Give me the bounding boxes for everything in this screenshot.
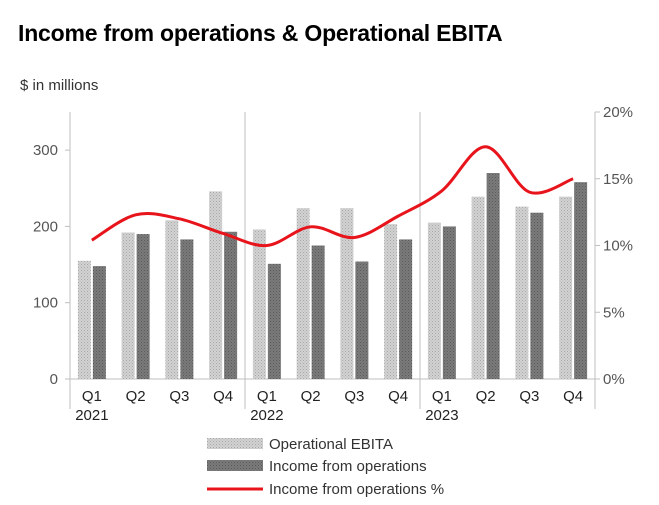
bar-operational-ebita <box>121 232 135 379</box>
bar-operational-ebita <box>515 206 529 379</box>
year-label: 2022 <box>250 407 283 424</box>
bar-operational-ebita <box>340 208 354 379</box>
bar-income-from-operations <box>224 231 238 379</box>
y-tick-label: 0 <box>50 371 58 388</box>
x-tick-label: Q4 <box>213 388 233 405</box>
legend-label: Income from operations % <box>269 481 444 498</box>
y2-tick-label: 10% <box>603 238 633 255</box>
bar-income-from-operations <box>530 212 544 379</box>
x-tick-label: Q4 <box>388 388 408 405</box>
x-tick-label: Q1 <box>257 388 277 405</box>
bar-income-from-operations <box>267 263 281 379</box>
bar-income-from-operations <box>486 173 500 379</box>
y2-tick-label: 15% <box>603 171 633 188</box>
bar-income-from-operations <box>399 239 413 379</box>
bar-income-from-operations <box>136 234 150 379</box>
bar-income-from-operations <box>355 261 369 379</box>
y2-tick-label: 0% <box>603 371 625 388</box>
y-tick-label: 100 <box>33 295 58 312</box>
bar-income-from-operations <box>180 239 194 379</box>
bar-operational-ebita <box>77 260 91 379</box>
legend-swatch-income-from-operations <box>207 460 263 471</box>
bar-income-from-operations <box>311 245 325 379</box>
x-tick-label: Q3 <box>344 388 364 405</box>
x-tick-label: Q1 <box>82 388 102 405</box>
unit-label: $ in millions <box>20 77 99 94</box>
legend-label: Operational EBITA <box>269 436 393 453</box>
x-tick-label: Q1 <box>432 388 452 405</box>
bar-operational-ebita <box>165 220 179 379</box>
bar-operational-ebita <box>209 191 223 379</box>
x-tick-label: Q2 <box>476 388 496 405</box>
y2-tick-label: 5% <box>603 304 625 321</box>
bar-operational-ebita <box>471 196 485 379</box>
bar-operational-ebita <box>252 229 266 379</box>
bar-income-from-operations <box>92 266 106 379</box>
chart-title: Income from operations & Operational EBI… <box>18 20 503 46</box>
x-tick-label: Q3 <box>519 388 539 405</box>
line-income-from-operations-pct <box>91 145 574 248</box>
bar-operational-ebita <box>384 224 398 379</box>
y-tick-label: 300 <box>33 142 58 159</box>
year-label: 2023 <box>425 407 458 424</box>
bar-income-from-operations <box>574 182 588 379</box>
year-label: 2021 <box>75 407 108 424</box>
legend-swatch-operational-ebita <box>207 438 263 449</box>
legend-label: Income from operations <box>269 458 427 475</box>
bar-operational-ebita <box>427 222 441 379</box>
x-tick-label: Q2 <box>301 388 321 405</box>
bar-income-from-operations <box>442 226 456 379</box>
x-tick-label: Q3 <box>169 388 189 405</box>
bar-operational-ebita <box>559 196 573 379</box>
x-tick-label: Q2 <box>126 388 146 405</box>
x-tick-label: Q4 <box>563 388 583 405</box>
y2-tick-label: 20% <box>603 104 633 121</box>
y-tick-label: 200 <box>33 218 58 235</box>
bar-operational-ebita <box>296 208 310 379</box>
